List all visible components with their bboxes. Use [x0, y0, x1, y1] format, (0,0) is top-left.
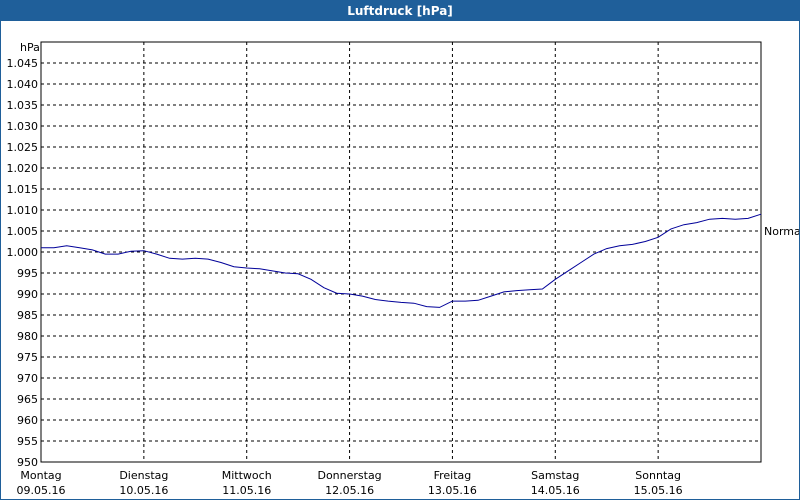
y-tick-label: 1.040	[7, 78, 39, 91]
y-tick-label: 1.025	[7, 141, 39, 154]
y-tick-label: 965	[17, 393, 38, 406]
x-tick-day: Sonntag	[635, 469, 681, 482]
x-tick-date: 10.05.16	[119, 484, 168, 497]
y-tick-label: 1.005	[7, 225, 39, 238]
y-tick-label: 1.045	[7, 57, 39, 70]
y-tick-label: 950	[17, 456, 38, 469]
x-tick-day: Donnerstag	[317, 469, 381, 482]
x-ticks: Montag 09.05.16 Dienstag 10.05.16 Mittwoch 11…	[17, 469, 683, 497]
y-tick-label: 1.015	[7, 183, 39, 196]
x-tick-day: Samstag	[531, 469, 579, 482]
y-tick-label: 1.000	[7, 246, 39, 259]
y-tick-label: 1.010	[7, 204, 39, 217]
grid	[41, 42, 761, 462]
y-tick-label: 990	[17, 288, 38, 301]
x-tick-day: Dienstag	[119, 469, 168, 482]
x-tick-date: 12.05.16	[325, 484, 374, 497]
y-tick-label: 1.020	[7, 162, 39, 175]
x-tick-date: 11.05.16	[222, 484, 271, 497]
x-tick-day: Mittwoch	[222, 469, 272, 482]
normal-reference-label: Normal	[764, 225, 799, 238]
y-tick-label: 985	[17, 309, 38, 322]
x-tick-day: Freitag	[434, 469, 472, 482]
x-tick-date: 09.05.16	[17, 484, 66, 497]
y-tick-label: 1.035	[7, 99, 39, 112]
x-tick-date: 13.05.16	[428, 484, 477, 497]
y-tick-label: 1.030	[7, 120, 39, 133]
y-ticks: 950 955 960 965 970 975 980 985 990 995 1.000 1.005…	[7, 57, 39, 469]
pressure-chart: hPa 950 955 960 965 970 975 980 985 990 995 1.000 1…	[7, 41, 800, 497]
y-tick-label: 960	[17, 414, 38, 427]
y-tick-label: 975	[17, 351, 38, 364]
x-tick-date: 15.05.16	[634, 484, 683, 497]
x-tick-day: Montag	[20, 469, 61, 482]
window-title: Luftdruck [hPa]	[1, 1, 799, 21]
y-tick-label: 955	[17, 435, 38, 448]
y-tick-label: 995	[17, 267, 38, 280]
x-tick-date: 14.05.16	[531, 484, 580, 497]
y-tick-label: 970	[17, 372, 38, 385]
y-tick-label: 980	[17, 330, 38, 343]
plot-area	[40, 41, 762, 463]
pressure-series-line	[41, 213, 762, 308]
y-axis-label: hPa	[20, 41, 40, 54]
